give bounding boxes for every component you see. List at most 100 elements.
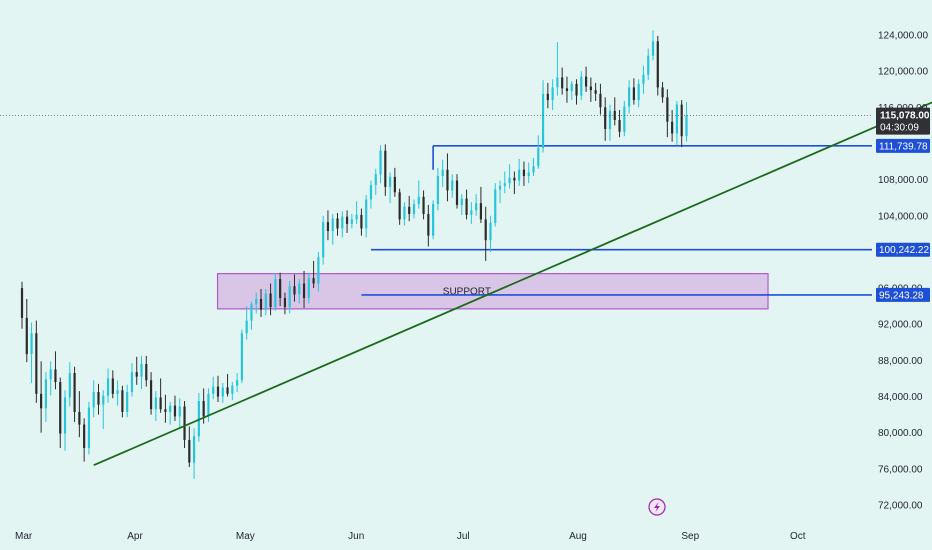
candle[interactable] — [274, 273, 277, 311]
candle[interactable] — [427, 204, 430, 247]
candle[interactable] — [68, 362, 71, 407]
candle[interactable] — [164, 394, 167, 423]
candle[interactable] — [551, 79, 554, 111]
candle[interactable] — [149, 372, 153, 415]
candle[interactable] — [135, 356, 138, 385]
candle[interactable] — [432, 200, 435, 240]
candle[interactable] — [379, 145, 382, 184]
candle[interactable] — [360, 208, 363, 236]
candle[interactable] — [154, 391, 157, 421]
candle[interactable] — [642, 65, 645, 94]
candle[interactable] — [460, 194, 463, 215]
candle[interactable] — [599, 83, 602, 115]
candle[interactable] — [159, 378, 162, 413]
candle[interactable] — [40, 361, 43, 433]
candle[interactable] — [608, 104, 612, 141]
candle[interactable] — [685, 101, 688, 142]
candle[interactable] — [470, 202, 473, 224]
candle[interactable] — [369, 180, 373, 209]
candle[interactable] — [565, 76, 569, 103]
candle[interactable] — [451, 174, 454, 198]
candle[interactable] — [279, 272, 282, 307]
candle[interactable] — [494, 183, 497, 227]
candle[interactable] — [589, 77, 592, 102]
candle[interactable] — [126, 384, 129, 418]
candle[interactable] — [527, 162, 530, 184]
event-icon-layer[interactable] — [648, 498, 666, 516]
candle[interactable] — [197, 392, 200, 442]
candle[interactable] — [575, 79, 578, 105]
candle[interactable] — [140, 355, 143, 390]
candle[interactable] — [106, 368, 110, 403]
candle[interactable] — [73, 366, 76, 422]
candle[interactable] — [508, 164, 511, 189]
candle[interactable] — [489, 215, 492, 252]
candle[interactable] — [455, 174, 459, 209]
candle[interactable] — [618, 110, 621, 138]
candle[interactable] — [532, 157, 535, 176]
candle[interactable] — [556, 42, 559, 96]
candle[interactable] — [365, 194, 368, 238]
candle[interactable] — [283, 292, 287, 315]
candle[interactable] — [298, 279, 301, 304]
candle[interactable] — [169, 401, 172, 425]
candle[interactable] — [398, 188, 401, 225]
candle[interactable] — [479, 186, 483, 223]
candle[interactable] — [475, 194, 478, 216]
candle[interactable] — [647, 48, 650, 81]
candle[interactable] — [44, 372, 48, 422]
candle[interactable] — [236, 373, 239, 393]
candle[interactable] — [173, 395, 177, 421]
candle[interactable] — [111, 370, 114, 399]
candle[interactable] — [250, 301, 253, 330]
candle[interactable] — [623, 100, 626, 137]
candle[interactable] — [269, 283, 272, 316]
candle[interactable] — [336, 213, 339, 236]
candle[interactable] — [307, 272, 310, 304]
candle[interactable] — [628, 80, 631, 114]
candle[interactable] — [192, 428, 196, 479]
candle[interactable] — [83, 418, 86, 462]
candle[interactable] — [317, 251, 320, 292]
candle[interactable] — [326, 210, 330, 241]
candle[interactable] — [393, 167, 396, 197]
candle[interactable] — [594, 82, 597, 101]
candle[interactable] — [680, 100, 683, 148]
candle[interactable] — [350, 213, 353, 229]
candle[interactable] — [35, 320, 38, 403]
candle[interactable] — [30, 322, 33, 383]
candle[interactable] — [145, 355, 148, 387]
candle[interactable] — [661, 82, 664, 103]
candle[interactable] — [216, 375, 220, 402]
trendline[interactable] — [93, 93, 932, 467]
candle[interactable] — [20, 281, 24, 329]
candle[interactable] — [312, 260, 315, 289]
candle[interactable] — [656, 35, 659, 96]
candle[interactable] — [436, 167, 439, 211]
candle[interactable] — [637, 79, 640, 108]
candle[interactable] — [49, 361, 52, 396]
candle[interactable] — [87, 401, 91, 455]
candle[interactable] — [288, 280, 291, 314]
candle[interactable] — [59, 377, 62, 449]
candle[interactable] — [584, 66, 588, 92]
candle[interactable] — [63, 390, 67, 451]
candle[interactable] — [503, 171, 506, 194]
candle[interactable] — [513, 171, 516, 195]
candle[interactable] — [302, 270, 306, 308]
candle[interactable] — [97, 383, 100, 415]
candle[interactable] — [666, 89, 669, 138]
candle[interactable] — [374, 168, 377, 195]
candle[interactable] — [388, 172, 392, 204]
candle[interactable] — [130, 363, 134, 397]
candle[interactable] — [417, 180, 420, 209]
candle[interactable] — [484, 206, 487, 261]
candle[interactable] — [465, 189, 468, 220]
candle[interactable] — [78, 391, 81, 438]
candle[interactable] — [245, 306, 248, 340]
candle[interactable] — [345, 210, 349, 233]
candle[interactable] — [264, 288, 267, 316]
candle[interactable] — [259, 288, 263, 317]
candle[interactable] — [441, 159, 444, 187]
